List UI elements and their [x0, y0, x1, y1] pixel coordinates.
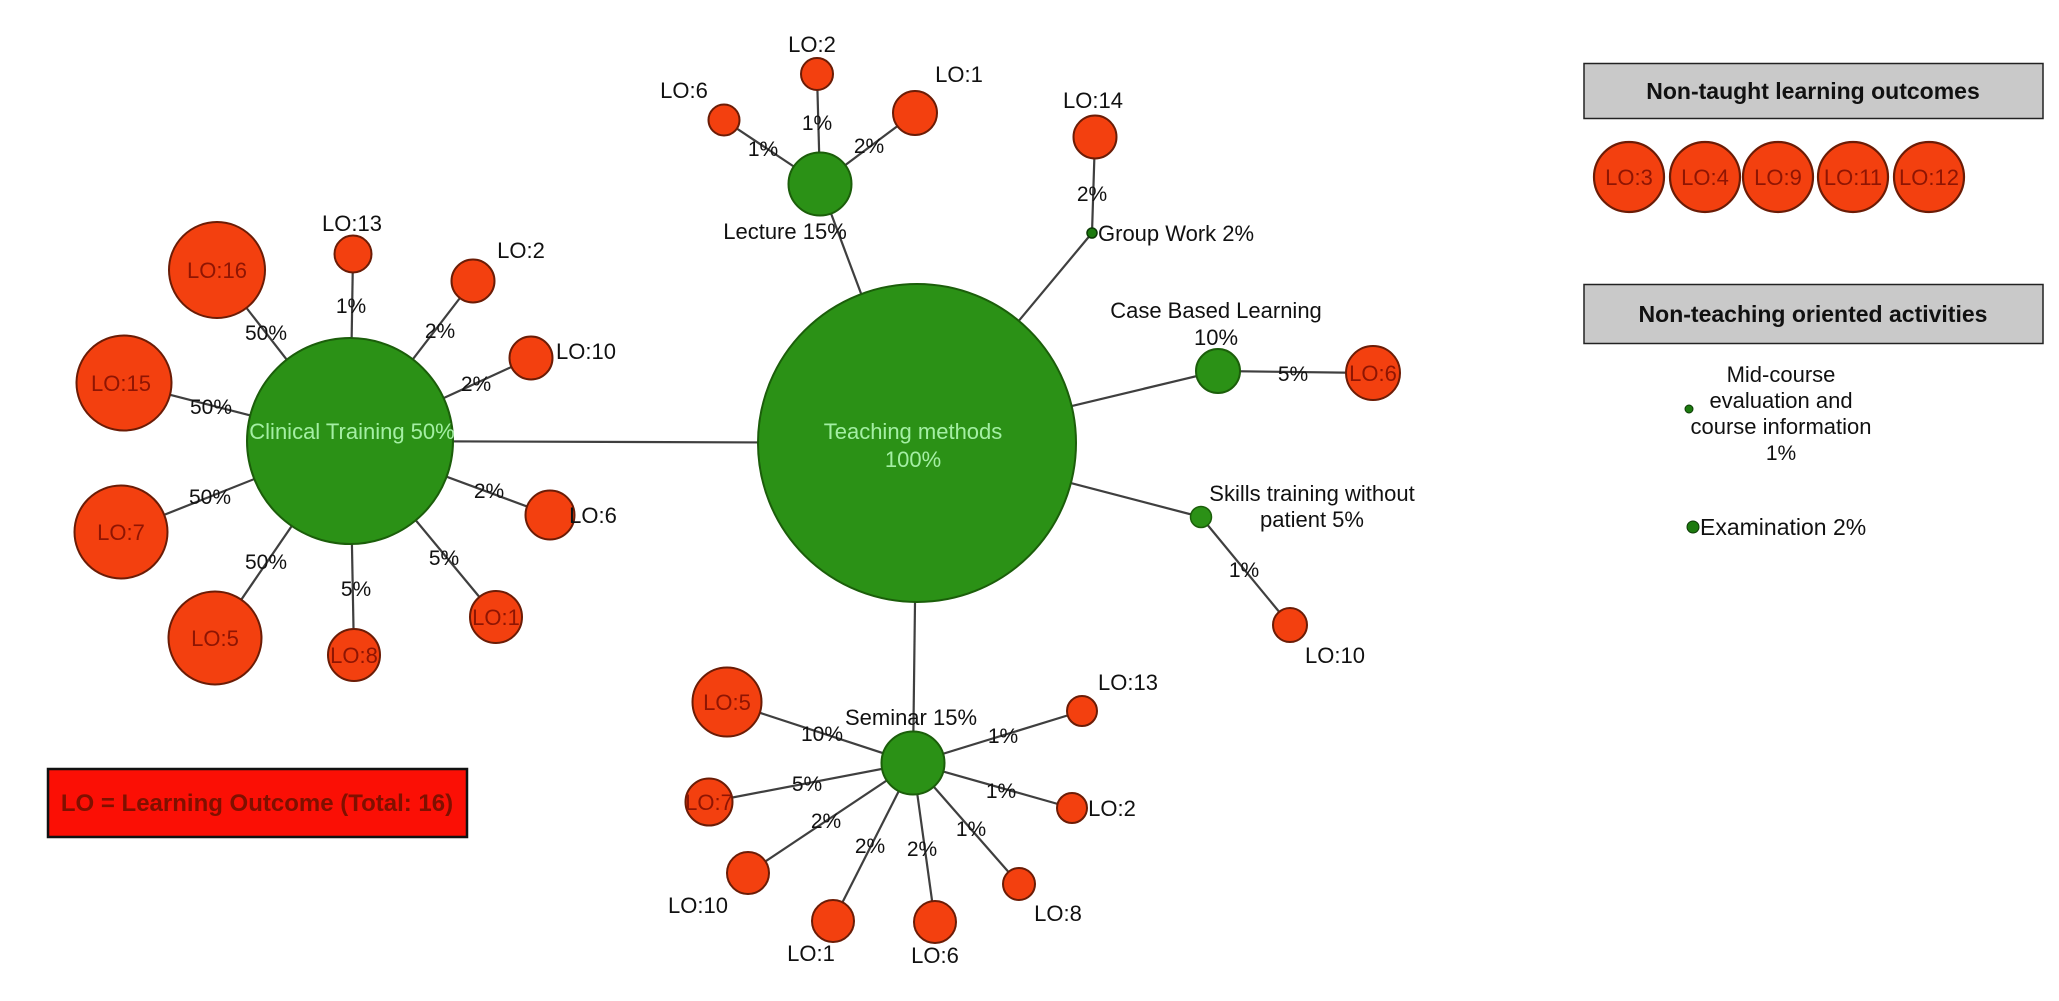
svg-text:Non-taught learning outcomes: Non-taught learning outcomes — [1646, 78, 1980, 104]
svg-text:LO:9: LO:9 — [1754, 165, 1802, 190]
svg-text:1%: 1% — [988, 725, 1018, 748]
svg-text:LO:6: LO:6 — [569, 503, 617, 528]
svg-text:5%: 5% — [792, 773, 822, 796]
svg-text:LO:6: LO:6 — [1349, 361, 1397, 386]
svg-text:2%: 2% — [907, 838, 937, 861]
svg-text:5%: 5% — [1278, 363, 1308, 386]
svg-text:2%: 2% — [425, 320, 455, 343]
svg-text:10%: 10% — [801, 723, 843, 746]
svg-text:LO:1: LO:1 — [935, 62, 983, 87]
svg-text:LO:5: LO:5 — [191, 626, 239, 651]
svg-text:patient 5%: patient 5% — [1260, 507, 1364, 532]
svg-text:LO:11: LO:11 — [1824, 165, 1882, 190]
svg-text:50%: 50% — [189, 486, 231, 509]
svg-text:1%: 1% — [336, 295, 366, 318]
svg-text:LO:10: LO:10 — [668, 893, 728, 918]
svg-text:LO:10: LO:10 — [1305, 643, 1365, 668]
svg-text:LO:7: LO:7 — [97, 520, 145, 545]
svg-text:Teaching methods: Teaching methods — [824, 419, 1003, 444]
svg-text:LO:16: LO:16 — [187, 258, 247, 283]
svg-text:2%: 2% — [1077, 183, 1107, 206]
svg-text:LO:14: LO:14 — [1063, 88, 1123, 113]
svg-text:Case Based Learning: Case Based Learning — [1110, 298, 1322, 323]
svg-text:Non-teaching oriented activiti: Non-teaching oriented activities — [1639, 301, 1988, 327]
svg-text:Clinical Training 50%: Clinical Training 50% — [249, 419, 454, 444]
svg-text:LO:13: LO:13 — [1098, 670, 1158, 695]
svg-text:2%: 2% — [461, 373, 491, 396]
svg-text:Seminar 15%: Seminar 15% — [845, 705, 977, 730]
svg-text:1%: 1% — [748, 138, 778, 161]
svg-text:1%: 1% — [956, 818, 986, 841]
svg-text:LO:4: LO:4 — [1681, 165, 1729, 190]
svg-text:50%: 50% — [245, 551, 287, 574]
svg-text:50%: 50% — [245, 322, 287, 345]
svg-text:1%: 1% — [1766, 442, 1796, 465]
svg-text:10%: 10% — [1194, 325, 1238, 350]
svg-text:LO:1: LO:1 — [787, 941, 835, 966]
svg-text:LO:6: LO:6 — [660, 78, 708, 103]
svg-text:LO:2: LO:2 — [1088, 796, 1136, 821]
svg-text:LO:8: LO:8 — [1034, 901, 1082, 926]
svg-text:Skills training without: Skills training without — [1209, 481, 1414, 506]
svg-text:2%: 2% — [474, 480, 504, 503]
svg-text:evaluation and: evaluation and — [1709, 388, 1852, 413]
svg-text:LO:13: LO:13 — [322, 211, 382, 236]
svg-text:50%: 50% — [190, 396, 232, 419]
svg-text:LO:7: LO:7 — [685, 790, 733, 815]
svg-text:LO:5: LO:5 — [703, 690, 751, 715]
svg-text:course information: course information — [1691, 414, 1872, 439]
svg-text:Mid-course: Mid-course — [1727, 362, 1836, 387]
svg-text:100%: 100% — [885, 447, 941, 472]
svg-text:Examination 2%: Examination 2% — [1700, 514, 1866, 540]
svg-text:1%: 1% — [986, 780, 1016, 803]
svg-text:LO:15: LO:15 — [91, 371, 151, 396]
svg-text:LO:1: LO:1 — [472, 605, 520, 630]
svg-text:LO:3: LO:3 — [1605, 165, 1653, 190]
svg-text:5%: 5% — [341, 578, 371, 601]
svg-text:LO:12: LO:12 — [1899, 165, 1959, 190]
svg-text:LO = Learning Outcome (Total:: LO = Learning Outcome (Total: 16) — [61, 790, 453, 817]
svg-text:LO:2: LO:2 — [788, 32, 836, 57]
svg-text:2%: 2% — [855, 835, 885, 858]
svg-text:2%: 2% — [854, 135, 884, 158]
svg-text:2%: 2% — [811, 810, 841, 833]
svg-text:Lecture 15%: Lecture 15% — [723, 219, 847, 244]
svg-text:1%: 1% — [802, 112, 832, 135]
svg-text:LO:10: LO:10 — [556, 339, 616, 364]
svg-text:Group Work 2%: Group Work 2% — [1098, 221, 1254, 246]
svg-text:LO:2: LO:2 — [497, 238, 545, 263]
svg-text:5%: 5% — [429, 547, 459, 570]
svg-text:1%: 1% — [1229, 559, 1259, 582]
svg-text:LO:6: LO:6 — [911, 943, 959, 968]
svg-text:LO:8: LO:8 — [330, 643, 378, 668]
